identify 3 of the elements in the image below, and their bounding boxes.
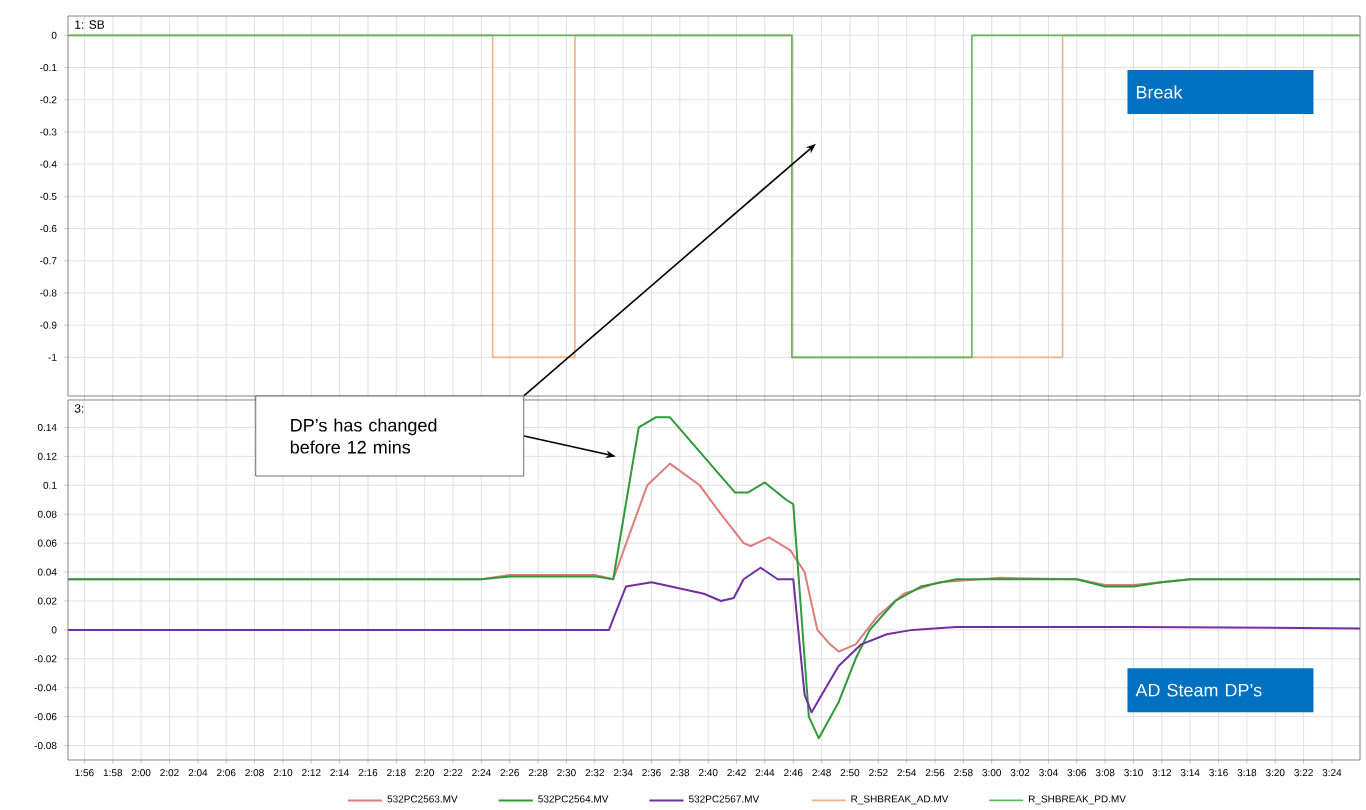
annotation: Break [1136, 85, 1183, 99]
annotation: DP’s has changed before 12 mins [290, 418, 437, 454]
annotation: AD Steam DP’s [1135, 683, 1262, 697]
